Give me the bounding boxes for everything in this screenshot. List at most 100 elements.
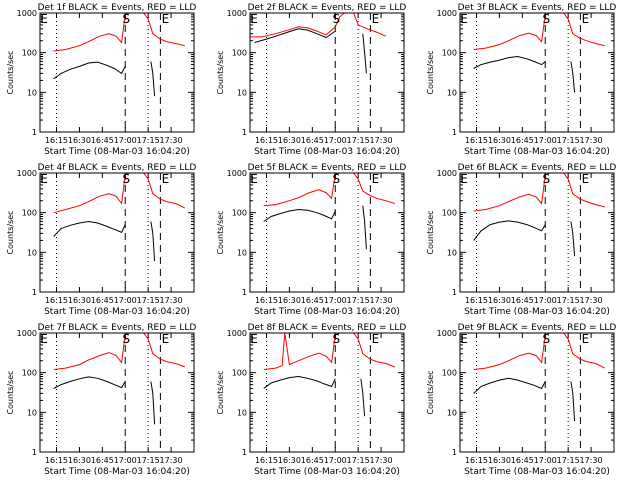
- end-marker-label-left: E: [460, 332, 468, 346]
- x-tick-label: 17:30: [580, 456, 603, 465]
- x-tick-label: 17:15: [137, 296, 160, 305]
- x-tick-label: 17:15: [347, 456, 370, 465]
- y-tick-label: 1: [242, 128, 247, 137]
- y-tick-label: 10: [27, 408, 37, 417]
- x-tick-label: 17:00: [324, 296, 347, 305]
- y-axis-label: Counts/sec: [216, 50, 225, 94]
- series-line-1: [473, 173, 605, 212]
- end-marker-label-left: E: [250, 172, 258, 186]
- x-tick-label: 17:30: [370, 456, 393, 465]
- y-tick-label: 100: [442, 369, 457, 378]
- x-tick-label: 17:00: [534, 296, 557, 305]
- x-tick-label: 16:30: [488, 136, 511, 145]
- x-tick-label: 17:15: [347, 296, 370, 305]
- y-tick-label: 10: [447, 408, 457, 417]
- chart-panel-6: S E E 1 10 100 1000 16:15 16:30 16:45 17:00 17:15 17…: [426, 163, 616, 317]
- series-line-3: [150, 61, 156, 97]
- series-line-3: [150, 381, 156, 425]
- chart-title: Det 2f BLACK = Events, RED = LLD: [248, 3, 407, 13]
- end-marker-label: E: [582, 12, 590, 26]
- series-line-2: [473, 55, 546, 69]
- y-tick-label: 1: [32, 128, 37, 137]
- end-marker-label-left: E: [460, 172, 468, 186]
- x-tick-label: 16:45: [301, 456, 324, 465]
- y-axis-label: Counts/sec: [6, 370, 15, 414]
- x-tick-label: 16:45: [511, 456, 534, 465]
- chart-title: Det 1f BLACK = Events, RED = LLD: [38, 3, 197, 13]
- start-marker-label: S: [332, 172, 340, 186]
- chart-title: Det 3f BLACK = Events, RED = LLD: [458, 3, 617, 13]
- x-axis-label: Start Time (08-Mar-03 16:04:20): [464, 467, 610, 477]
- y-tick-label: 1000: [17, 329, 37, 338]
- y-tick-label: 1: [242, 448, 247, 457]
- y-axis-label: Counts/sec: [216, 210, 225, 254]
- x-tick-label: 16:45: [301, 296, 324, 305]
- y-tick-label: 1000: [17, 9, 37, 18]
- y-tick-label: 1000: [227, 329, 247, 338]
- x-tick-label: 16:45: [511, 136, 534, 145]
- y-tick-label: 1: [32, 288, 37, 297]
- x-tick-label: 17:00: [324, 136, 347, 145]
- plot-frame: [459, 172, 615, 293]
- plot-frame: [249, 332, 405, 453]
- x-tick-label: 16:30: [278, 136, 301, 145]
- start-marker-label: S: [542, 172, 550, 186]
- chart-panel-8: S E E 1 10 100 1000 16:15 16:30 16:45 17:00 17:15 17…: [216, 323, 406, 477]
- chart-title: Det 7f BLACK = Events, RED = LLD: [38, 323, 197, 333]
- x-axis-label: Start Time (08-Mar-03 16:04:20): [464, 307, 610, 317]
- y-tick-label: 1000: [227, 9, 247, 18]
- x-tick-label: 16:15: [255, 456, 278, 465]
- x-tick-label: 17:30: [160, 136, 183, 145]
- y-tick-label: 100: [22, 49, 37, 58]
- x-tick-label: 17:00: [534, 136, 557, 145]
- x-tick-label: 16:15: [255, 136, 278, 145]
- series-line-2: [254, 28, 336, 43]
- x-tick-label: 17:30: [580, 136, 603, 145]
- y-tick-label: 1: [242, 288, 247, 297]
- x-tick-label: 16:30: [278, 456, 301, 465]
- x-tick-label: 17:30: [160, 456, 183, 465]
- start-marker-label: S: [542, 332, 550, 346]
- x-tick-label: 16:15: [465, 296, 488, 305]
- x-axis-label: Start Time (08-Mar-03 16:04:20): [464, 147, 610, 157]
- y-tick-label: 1: [452, 448, 457, 457]
- series-line-3: [360, 378, 366, 417]
- x-tick-label: 16:15: [255, 296, 278, 305]
- chart-title: Det 5f BLACK = Events, RED = LLD: [248, 163, 407, 173]
- series-line-3: [570, 221, 576, 257]
- x-tick-label: 16:45: [511, 296, 534, 305]
- chart-panel-7: S E E 1 10 100 1000 16:15 16:30 16:45 17:00 17:15 17…: [6, 323, 196, 477]
- series-line-2: [263, 375, 336, 389]
- end-marker-label: E: [372, 172, 380, 186]
- y-axis-label: Counts/sec: [6, 210, 15, 254]
- end-marker-label: E: [162, 172, 170, 186]
- series-line-3: [150, 221, 156, 262]
- end-marker-label: E: [582, 332, 590, 346]
- y-tick-label: 100: [442, 209, 457, 218]
- y-tick-label: 10: [237, 88, 247, 97]
- y-tick-label: 10: [27, 248, 37, 257]
- end-marker-label: E: [372, 12, 380, 26]
- x-tick-label: 16:15: [465, 456, 488, 465]
- x-axis-label: Start Time (08-Mar-03 16:04:20): [254, 467, 400, 477]
- series-line-3: [362, 33, 367, 74]
- x-tick-label: 16:45: [91, 456, 114, 465]
- x-tick-label: 17:00: [114, 456, 137, 465]
- start-marker-label: S: [122, 172, 130, 186]
- series-line-2: [53, 61, 126, 80]
- y-tick-label: 1000: [17, 169, 37, 178]
- series-line-1: [53, 173, 186, 214]
- y-tick-label: 1000: [227, 169, 247, 178]
- x-tick-label: 16:15: [45, 136, 68, 145]
- series-line-1: [53, 333, 185, 370]
- series-line-2: [473, 377, 546, 394]
- x-tick-label: 17:15: [557, 456, 580, 465]
- x-axis-label: Start Time (08-Mar-03 16:04:20): [44, 467, 190, 477]
- x-tick-label: 16:45: [301, 136, 324, 145]
- y-tick-label: 10: [27, 88, 37, 97]
- x-axis-label: Start Time (08-Mar-03 16:04:20): [254, 307, 400, 317]
- end-marker-label-left: E: [250, 332, 258, 346]
- x-tick-label: 17:30: [580, 296, 603, 305]
- end-marker-label-left: E: [40, 12, 48, 26]
- chart-title: Det 4f BLACK = Events, RED = LLD: [38, 163, 197, 173]
